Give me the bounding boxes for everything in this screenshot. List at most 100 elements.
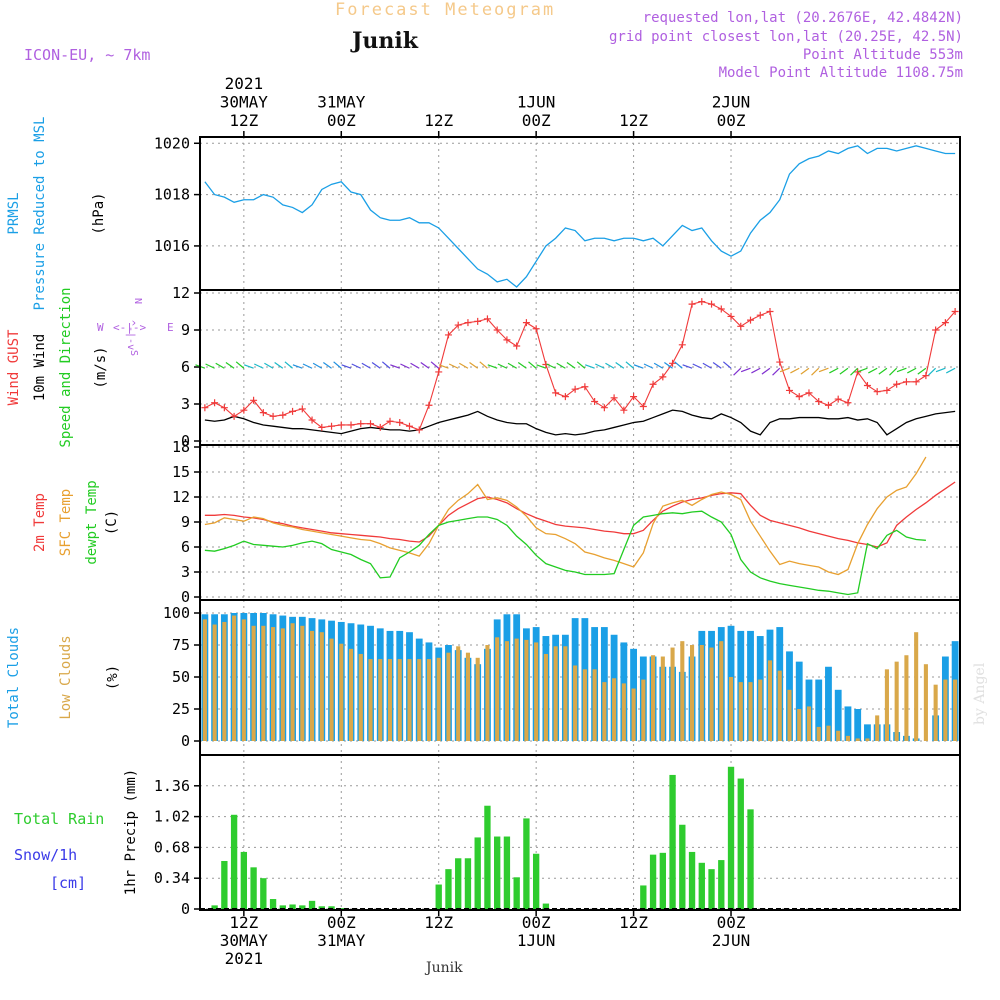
wind-direction-arrow [243, 364, 254, 369]
total-cloud-bar [834, 689, 842, 741]
low-cloud-bar [758, 679, 763, 741]
low-cloud-bar [855, 738, 860, 741]
gust-marker [493, 326, 501, 334]
ytick-label: 1020 [154, 134, 190, 152]
gust-marker [337, 421, 345, 429]
gust-marker [941, 319, 949, 327]
wind-direction-arrow [479, 361, 488, 369]
gust-marker [318, 423, 326, 431]
snow-unit-label: [cm] [50, 874, 86, 892]
ytick-label: 0.68 [154, 838, 190, 856]
wind-speed-line [204, 409, 956, 436]
gust-marker [230, 412, 238, 420]
low-cloud-bar [290, 623, 295, 741]
compass-ew-arrows: <-|-> [113, 321, 146, 334]
wind-direction-arrow [458, 362, 469, 369]
ytick-label: 18 [172, 438, 190, 456]
panel-label: 2m Temp [32, 493, 48, 552]
low-cloud-bar [407, 659, 412, 741]
panel-5: 0 0.34 0.68 1.02 1.36 Total Rain Snow/1h [cm] 1h… [14, 754, 961, 918]
rain-bar [542, 903, 550, 909]
model-label: ICON-EU, ~ 7km [24, 46, 150, 64]
rain-bar [289, 904, 296, 909]
ytick-label: 3 [181, 563, 190, 581]
low-cloud-bar [670, 647, 675, 741]
total-cloud-bar [795, 661, 803, 741]
rain-bar [698, 862, 705, 909]
wind-direction-arrow [235, 361, 245, 369]
rain-bar [464, 858, 472, 909]
low-cloud-bar [319, 632, 324, 741]
ytick-label: 15 [172, 463, 190, 481]
low-cloud-bar [261, 625, 266, 741]
gust-marker [357, 420, 365, 428]
gust-marker [785, 386, 793, 394]
ytick-label: 12 [172, 284, 190, 302]
ytick-label: 75 [172, 636, 190, 654]
top-time-label: 2021 [225, 74, 264, 93]
rain-bar [532, 853, 540, 909]
gust-marker [688, 300, 696, 308]
low-cloud-bar [310, 630, 315, 741]
ytick-label: 6 [181, 538, 190, 556]
low-cloud-bar [797, 709, 802, 741]
gust-marker [201, 404, 209, 412]
low-cloud-bar [232, 615, 237, 741]
wind-direction-arrow [536, 364, 547, 369]
rain-bar [513, 877, 520, 909]
gust-marker [581, 383, 589, 391]
panels: 1016 1018 1020 PRMSL Pressure Reduced to MSL… [6, 117, 961, 918]
rain-bar [279, 905, 286, 909]
ytick-label: 0 [181, 588, 190, 606]
gust-marker [893, 380, 901, 388]
gust-marker [863, 382, 871, 389]
compass-ns-arrows: ^-|-v [125, 320, 136, 350]
gust-marker [425, 401, 433, 409]
low-cloud-bar [787, 689, 792, 741]
gust-marker [844, 399, 852, 407]
panel-label: dewpt Temp [84, 480, 100, 564]
footer-location: Junik [424, 960, 463, 976]
gust-marker [922, 372, 930, 380]
low-cloud-bar [397, 659, 402, 741]
low-cloud-bar [690, 645, 695, 741]
compass-north: N [132, 298, 143, 304]
wind-direction-arrow [790, 367, 800, 374]
top-time-label: 00Z [327, 111, 356, 130]
low-cloud-bar [836, 730, 841, 741]
low-cloud-bar [251, 625, 256, 741]
wind-direction-arrow [896, 367, 907, 373]
wind-direction-arrow [333, 361, 342, 369]
gust-marker [873, 388, 881, 396]
compass-east: E [167, 321, 174, 334]
ytick-label: 9 [181, 513, 190, 531]
gust-marker [902, 378, 910, 386]
gust-marker [815, 398, 823, 406]
low-cloud-bar [543, 653, 548, 741]
wind-direction-arrow [829, 367, 839, 374]
wind-direction-arrow [381, 361, 391, 369]
low-cloud-bar [485, 645, 490, 741]
ytick-label: 0.34 [154, 869, 190, 887]
gust-marker [805, 389, 813, 397]
low-cloud-bar [417, 659, 422, 741]
wind-direction-arrow [643, 363, 654, 369]
rain-bar [747, 809, 754, 909]
wind-direction-arrow [674, 361, 683, 369]
rain-bar [737, 778, 744, 909]
top-time-label: 00Z [522, 111, 551, 130]
panel-label: Total Clouds [6, 627, 22, 728]
wind-direction-arrow [312, 362, 323, 369]
wind-direction-arrow [410, 362, 420, 369]
wind-direction-arrow [215, 362, 225, 369]
gust-marker [298, 405, 306, 413]
wind-direction-arrow [625, 361, 634, 369]
wind-direction-arrow [284, 361, 293, 369]
wind-direction-arrow [566, 362, 576, 369]
total-cloud-bar [825, 666, 832, 741]
compass-west: W [97, 321, 104, 334]
rain-bar [445, 869, 452, 909]
temp-sfc-line [204, 456, 927, 576]
rain-bar [328, 906, 335, 909]
